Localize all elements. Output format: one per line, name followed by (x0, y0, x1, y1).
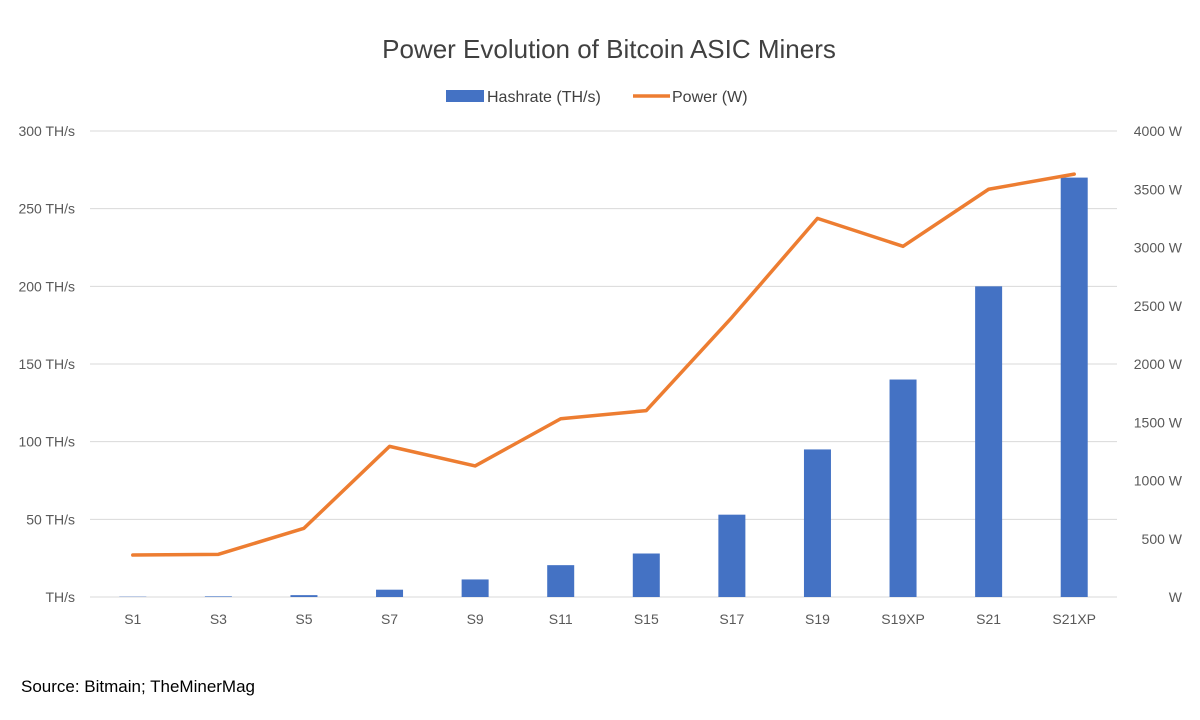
right-tick-label: 3000 W (1134, 240, 1183, 256)
hashrate-bar (461, 579, 489, 597)
power-point (1073, 173, 1075, 175)
category-label: S21 (976, 611, 1001, 627)
power-point (988, 188, 990, 190)
power-point (902, 245, 904, 247)
power-line (131, 172, 1076, 557)
left-tick-label: 300 TH/s (18, 123, 75, 139)
left-tick-label: 150 TH/s (18, 356, 75, 372)
right-tick-label: W (1169, 589, 1183, 605)
left-tick-label: 100 TH/s (18, 434, 75, 450)
power-point (645, 410, 647, 412)
category-label: S19 (805, 611, 830, 627)
category-label: S5 (295, 611, 312, 627)
right-axis-ticks: W 500 W 1000 W 1500 W 2000 W 2500 W 3000 W 3500… (1134, 123, 1183, 605)
hashrate-bar (547, 565, 575, 597)
category-labels: S1 S3 S5 S7 S9 S11 S15 S17 S19 S19XP S21 S21XP (124, 611, 1096, 627)
hashrate-bar (889, 379, 917, 597)
right-tick-label: 2000 W (1134, 356, 1183, 372)
category-label: S21XP (1052, 611, 1096, 627)
source-note: Source: Bitmain; TheMinerMag (21, 677, 256, 696)
power-point (303, 527, 305, 529)
category-label: S11 (549, 611, 573, 627)
category-label: S15 (634, 611, 659, 627)
hashrate-bar (204, 596, 232, 597)
left-tick-label: 250 TH/s (18, 201, 75, 217)
power-point (560, 418, 562, 420)
hashrate-bar (290, 595, 318, 597)
power-point (474, 465, 476, 467)
power-line-series (131, 172, 1076, 557)
hashrate-bar (718, 514, 746, 597)
hashrate-bar (1060, 177, 1088, 597)
legend-label-hashrate: Hashrate (TH/s) (487, 89, 601, 106)
category-label: S9 (467, 611, 484, 627)
power-point (731, 316, 733, 318)
left-tick-label: 200 TH/s (18, 278, 75, 294)
category-label: S19XP (881, 611, 925, 627)
right-tick-label: 2500 W (1134, 298, 1183, 314)
category-label: S17 (719, 611, 744, 627)
gridlines (90, 130, 1117, 598)
hashrate-bar (632, 553, 660, 597)
right-tick-label: 500 W (1142, 531, 1183, 547)
right-tick-label: 4000 W (1134, 123, 1183, 139)
left-tick-label: 50 TH/s (26, 511, 75, 527)
hashrate-bar (975, 286, 1003, 597)
right-tick-label: 1000 W (1134, 473, 1183, 489)
hashrate-bars (119, 177, 1088, 597)
legend: Hashrate (TH/s) Power (W) (446, 89, 748, 106)
power-point (217, 553, 219, 555)
right-tick-label: 3500 W (1134, 181, 1183, 197)
category-label: S3 (210, 611, 227, 627)
left-tick-label: TH/s (45, 589, 75, 605)
legend-label-power: Power (W) (672, 89, 748, 106)
left-axis-ticks: TH/s 50 TH/s 100 TH/s 150 TH/s 200 TH/s 250 T… (18, 123, 75, 605)
category-label: S7 (381, 611, 398, 627)
hashrate-bar (376, 589, 404, 597)
hashrate-bar (803, 449, 831, 597)
chart-title: Power Evolution of Bitcoin ASIC Miners (382, 34, 836, 64)
power-point (389, 445, 391, 447)
power-point (132, 554, 134, 556)
legend-swatch-hashrate (446, 90, 484, 102)
power-point (816, 217, 818, 219)
right-tick-label: 1500 W (1134, 414, 1183, 430)
category-label: S1 (124, 611, 141, 627)
